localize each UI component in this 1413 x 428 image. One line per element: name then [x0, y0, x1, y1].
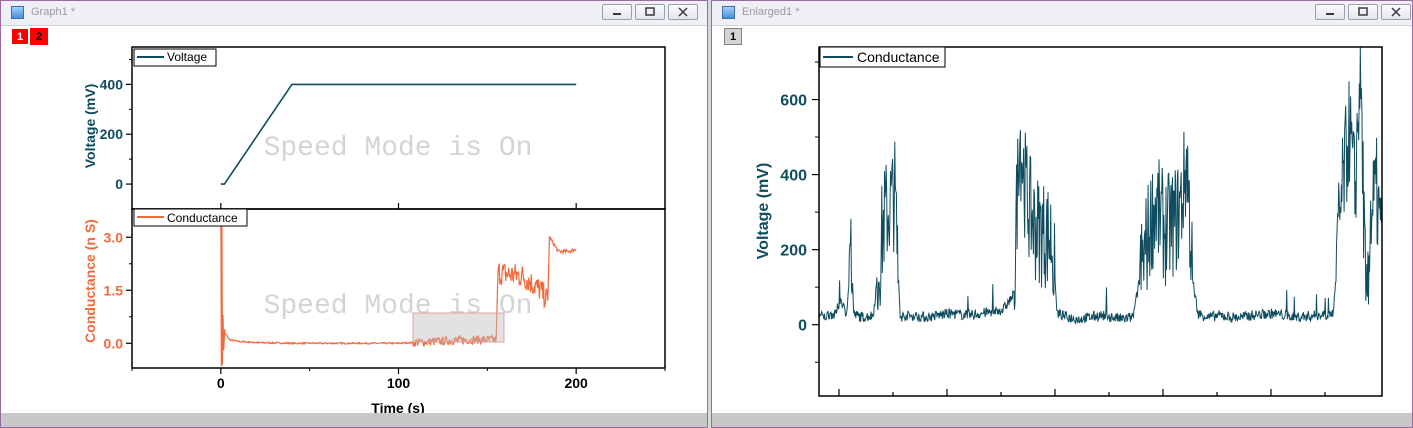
layer-1-tab[interactable]: 1 [11, 28, 29, 45]
x-tick-label: 100 [387, 375, 411, 391]
layer-1-tab[interactable]: 1 [724, 28, 742, 45]
enlarged1-window: Enlarged1 * 1 Conductance Voltage (mV) 0… [711, 0, 1413, 428]
restore-icon [1358, 7, 1368, 16]
conductance-y-tick-label: 3.0 [104, 229, 124, 245]
conductance-legend[interactable]: Conductance [819, 46, 946, 68]
x-tick-label: 200 [564, 375, 588, 391]
voltage-legend-label: Voltage [167, 50, 207, 64]
conductance-legend-label: Conductance [167, 211, 238, 225]
restore-icon [645, 7, 655, 16]
close-button[interactable] [668, 4, 698, 20]
enlarged-y-tick-label: 0 [798, 318, 807, 335]
voltage-ylabel: Voltage (mV) [82, 84, 98, 169]
graph1-title: Graph1 * [31, 6, 76, 18]
speed-mode-watermark-top: Speed Mode is On [264, 133, 533, 164]
x-tick-label: 0 [217, 375, 225, 391]
voltage-panel-frame [131, 46, 666, 210]
restore-button[interactable] [1348, 4, 1378, 20]
voltage-y-tick-label: 0 [115, 176, 123, 192]
conductance-series-line [220, 208, 577, 367]
graph1-plot[interactable]: Speed Mode is On Speed Mode is On Voltag… [1, 1, 707, 415]
enlarged-ylabel: Voltage (mV) [755, 163, 772, 260]
enlarged-series-line [818, 46, 1382, 325]
conductance-legend[interactable]: Conductance [133, 208, 248, 227]
voltage-y-tick-label: 200 [100, 126, 124, 142]
close-icon [1391, 7, 1401, 17]
conductance-y-tick-label: 0.0 [104, 335, 124, 351]
enlarged1-plot[interactable]: Conductance Voltage (mV) 0 200 400 600 [712, 1, 1412, 415]
voltage-series-line [220, 83, 577, 185]
enlarged-plot-frame [818, 46, 1383, 397]
minimize-icon [1326, 13, 1334, 15]
graph1-scrollbar[interactable] [1, 413, 707, 427]
enlarged-y-tick-label: 400 [780, 168, 807, 185]
voltage-y-tick-label: 400 [100, 76, 124, 92]
enlarged1-title: Enlarged1 * [742, 6, 800, 18]
minimize-button[interactable] [1315, 4, 1345, 20]
enlarged-legend-label: Conductance [857, 49, 940, 65]
conductance-ylabel: Conductance (n S) [82, 219, 98, 343]
graph1-titlebar[interactable]: Graph1 * [1, 1, 707, 26]
enlarged-y-tick-label: 200 [780, 243, 807, 260]
graph-window-icon [11, 6, 24, 19]
graph1-window: Graph1 * 1 2 Speed Mode is On Speed Mode… [0, 0, 708, 428]
enlarged1-scrollbar[interactable] [712, 413, 1412, 427]
window-separator [708, 0, 711, 428]
minimize-button[interactable] [602, 4, 632, 20]
selection-region[interactable] [412, 312, 505, 343]
conductance-y-tick-label: 1.5 [104, 282, 124, 298]
enlarged-y-tick-label: 600 [780, 93, 807, 110]
enlarged1-titlebar[interactable]: Enlarged1 * [712, 1, 1412, 26]
close-button[interactable] [1381, 4, 1411, 20]
close-icon [678, 7, 688, 17]
minimize-icon [613, 13, 621, 15]
graph-window-icon [722, 6, 735, 19]
time-xlabel: Time (s) [371, 400, 424, 415]
restore-button[interactable] [635, 4, 665, 20]
voltage-legend[interactable]: Voltage [133, 48, 217, 67]
speed-mode-watermark-bottom: Speed Mode is On [264, 291, 533, 322]
layer-2-tab[interactable]: 2 [30, 28, 48, 45]
